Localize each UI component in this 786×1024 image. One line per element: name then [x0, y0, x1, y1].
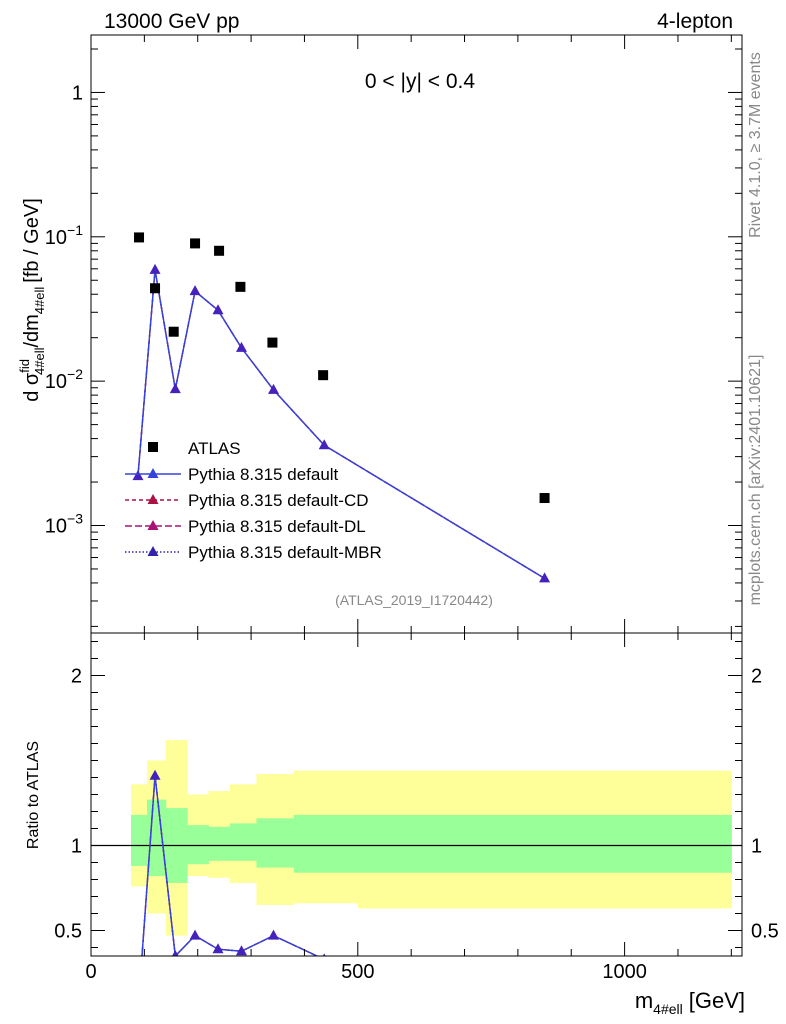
ratio-mc-marker	[149, 769, 161, 780]
mc-marker	[149, 263, 161, 274]
legend-series-label: Pythia 8.315 default	[188, 465, 339, 484]
ratio-clip-group	[91, 740, 742, 1016]
main-y-tick-base: 10	[45, 515, 67, 537]
uncertainty-band-green	[131, 814, 148, 866]
atlas-data-point	[267, 337, 278, 348]
xlabel-main: m	[635, 988, 653, 1013]
ylabel-sub1: 4#ell	[32, 347, 47, 375]
ratio-marks	[91, 740, 742, 1016]
main-y-tick-base: 10	[45, 227, 67, 249]
main-y-tick-label: 10−1	[45, 222, 83, 249]
atlas-data-point	[190, 238, 201, 249]
ratio-mc-marker	[235, 945, 247, 956]
mc-marker	[318, 439, 330, 450]
ratio-y-tick-label-right: 1	[751, 836, 762, 858]
header-energy: 13000 GeV pp	[104, 10, 239, 33]
mc-marker	[539, 572, 551, 583]
uncertainty-band-green	[208, 826, 231, 861]
main-y-tick-label: 10−2	[45, 366, 83, 393]
x-tick-label: 500	[341, 961, 374, 983]
main-marks	[132, 232, 551, 583]
ratio-x-ticks: 0 500 1000	[85, 633, 732, 983]
main-y-tick-exp: −1	[67, 222, 83, 238]
ylabel-d: d σ	[21, 372, 43, 402]
ratio-y-tick-label: 2	[71, 666, 82, 688]
legend: ATLAS Pythia 8.315 default Pythia 8.315 de…	[125, 439, 382, 562]
x-axis-label: m4#ell [GeV]	[635, 988, 745, 1017]
main-y-tick-exp: −2	[67, 366, 83, 382]
atlas-data-point	[235, 281, 246, 292]
main-panel: 110−110−210−3 0 < |y| < 0.4 (ATLAS_2019_…	[17, 34, 743, 634]
rivet-label: Rivet 4.1.0, ≥ 3.7M events	[747, 52, 764, 238]
header-process: 4-lepton	[657, 10, 733, 33]
x-tick-label: 0	[85, 961, 96, 983]
uncertainty-band-green	[256, 818, 295, 868]
ratio-y-tick-label: 1	[71, 836, 82, 858]
ylabel-sub2: 4#ell	[32, 287, 47, 315]
ratio-mc-marker	[212, 943, 224, 954]
main-y-axis-label: d σfid4#ell/dm4#ell[fb / GeV]	[17, 198, 47, 402]
main-y-ticks: 110−110−210−3	[45, 48, 742, 627]
ylabel-sup: fid	[17, 359, 32, 373]
mc-marker	[132, 470, 144, 481]
mcplots-label: mcplots.cern.ch [arXiv:2401.10621]	[747, 355, 764, 606]
mc-marker	[169, 383, 181, 394]
atlas-data-point	[168, 326, 179, 337]
ratio-mc-marker	[539, 962, 550, 972]
mc-marker	[235, 341, 247, 352]
uncertainty-band-green	[293, 814, 359, 873]
main-x-ticks	[90, 35, 732, 633]
atlas-data-point	[539, 493, 550, 504]
main-y-tick-base: 10	[45, 371, 67, 393]
mc-marker	[267, 383, 279, 394]
legend-atlas-marker	[148, 442, 158, 452]
ratio-y-ticks: 0.5 0.5 1 1 2 2	[54, 641, 779, 948]
ratio-y-axis-label: Ratio to ATLAS	[25, 741, 42, 849]
mc-marker	[212, 304, 224, 315]
atlas-data-point	[318, 370, 329, 381]
ratio-y-tick-label-right: 0.5	[751, 921, 779, 943]
legend-series-marker	[147, 494, 159, 504]
legend-series-label: Pythia 8.315 default-DL	[188, 517, 366, 536]
ratio-mc-marker	[267, 929, 279, 940]
atlas-data-point	[150, 283, 161, 294]
mc-marker	[189, 285, 201, 296]
uncertainty-band-green	[357, 814, 732, 873]
ratio-y-tick-label: 0.5	[54, 921, 82, 943]
uncertainty-band-green	[229, 823, 257, 861]
analysis-id: (ATLAS_2019_I1720442)	[335, 592, 493, 608]
legend-series-marker	[147, 546, 159, 556]
uncertainty-band-green	[187, 825, 209, 865]
main-y-tick-label: 1	[72, 82, 83, 104]
atlas-data-point	[134, 232, 145, 243]
chart-title: 0 < |y| < 0.4	[365, 70, 475, 93]
xlabel-unit: [GeV]	[689, 988, 745, 1013]
ratio-mc-marker	[132, 1006, 143, 1016]
main-y-tick-exp: −3	[67, 510, 83, 526]
legend-series-label: Pythia 8.315 default-MBR	[188, 543, 382, 562]
ratio-mc-marker	[189, 929, 201, 940]
legend-series-marker	[147, 468, 159, 478]
legend-atlas-label: ATLAS	[188, 439, 241, 458]
ratio-panel: 0.5 0.5 1 1 2 2 0 500 1000 Ratio to ATLAS	[25, 632, 779, 1016]
ylabel-unit: [fb / GeV]	[21, 198, 43, 282]
ylabel-mid: /dm	[21, 314, 43, 347]
main-y-tick-label: 10−3	[45, 510, 83, 537]
xlabel-sub: 4#ell	[653, 1001, 683, 1017]
svg-text:d σfid4#ell/dm4#ell[fb / GeV]: d σfid4#ell/dm4#ell[fb / GeV]	[17, 198, 47, 402]
ratio-mc-marker	[322, 953, 326, 956]
main-clip-group	[132, 232, 551, 583]
ratio-mc-marker	[172, 950, 179, 956]
legend-series-marker	[147, 520, 159, 530]
ratio-y-tick-label-right: 2	[751, 666, 762, 688]
x-tick-label: 1000	[602, 961, 647, 983]
atlas-data-point	[214, 245, 225, 256]
legend-series-label: Pythia 8.315 default-CD	[188, 491, 369, 510]
